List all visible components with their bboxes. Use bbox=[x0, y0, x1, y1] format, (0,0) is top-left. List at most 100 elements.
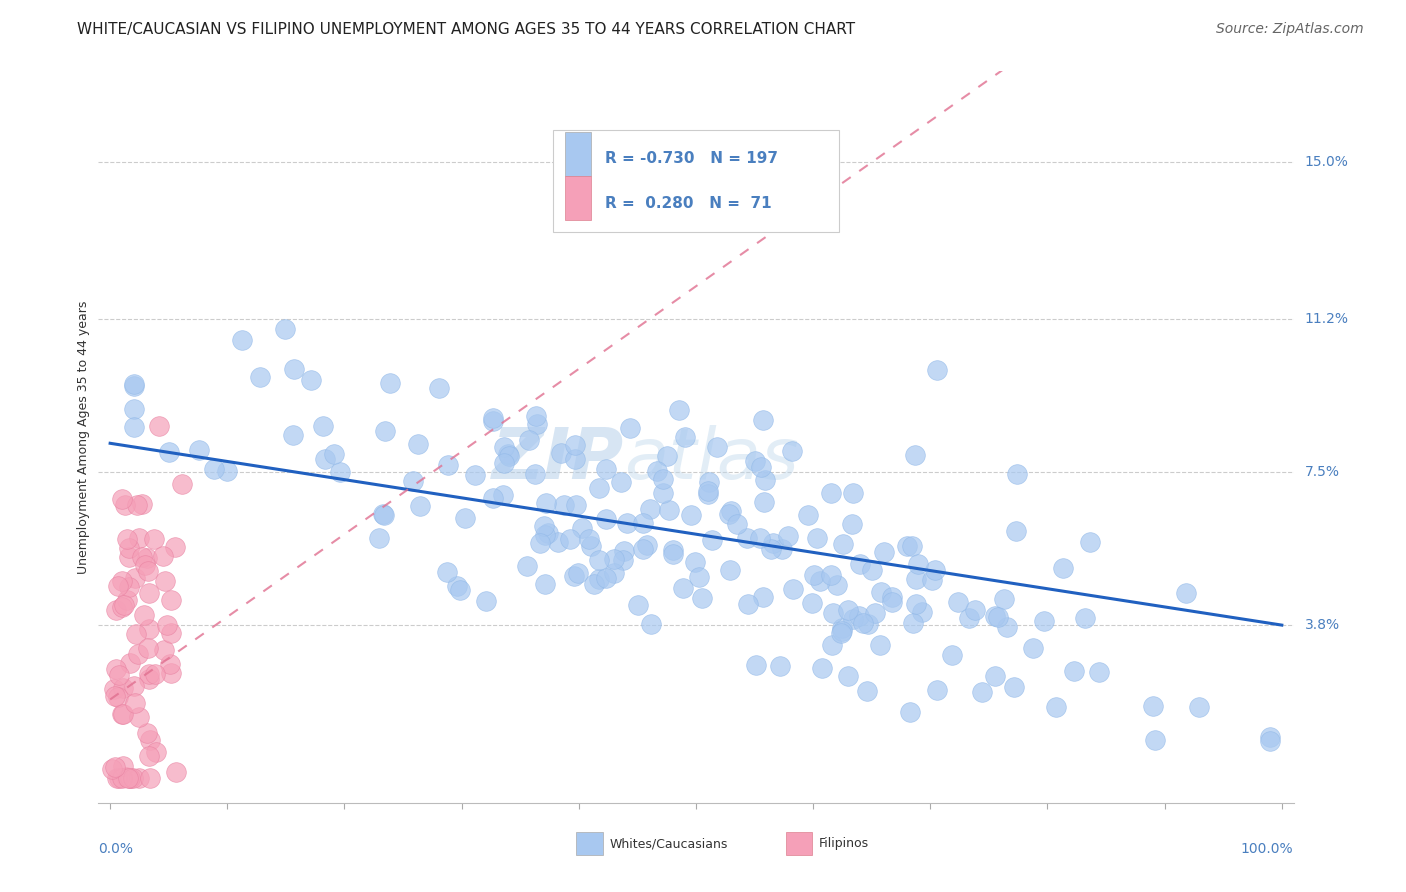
Point bbox=[633, 516, 655, 530]
Point bbox=[697, 484, 720, 499]
Point bbox=[820, 485, 842, 500]
Point bbox=[588, 482, 610, 496]
Point bbox=[374, 425, 396, 439]
Bar bbox=[565, 132, 591, 176]
Point bbox=[134, 558, 156, 572]
Point bbox=[652, 486, 675, 500]
Point bbox=[112, 599, 135, 613]
Point bbox=[725, 516, 748, 531]
Point bbox=[446, 579, 468, 593]
Point bbox=[537, 526, 560, 541]
Point bbox=[896, 539, 918, 553]
Point bbox=[907, 557, 929, 571]
Point bbox=[157, 445, 180, 459]
Point bbox=[107, 690, 129, 704]
Point bbox=[111, 771, 134, 785]
Point bbox=[373, 508, 395, 522]
Point bbox=[683, 555, 706, 569]
Point bbox=[1078, 534, 1101, 549]
Point bbox=[153, 574, 176, 588]
Point bbox=[159, 657, 181, 672]
Point bbox=[806, 531, 828, 545]
Point bbox=[111, 707, 134, 722]
Point bbox=[655, 449, 678, 463]
Point bbox=[464, 468, 486, 483]
Point bbox=[281, 427, 304, 442]
Point bbox=[474, 594, 496, 608]
Point bbox=[752, 591, 775, 605]
Point bbox=[118, 541, 141, 555]
Point bbox=[825, 578, 848, 592]
Point bbox=[1005, 467, 1028, 481]
Point bbox=[946, 595, 969, 609]
Bar bbox=[565, 176, 591, 220]
Point bbox=[849, 557, 872, 571]
Point bbox=[595, 570, 617, 584]
Point bbox=[1258, 734, 1281, 748]
Point bbox=[105, 771, 128, 785]
Point bbox=[122, 379, 145, 393]
Point bbox=[547, 534, 569, 549]
Point bbox=[997, 620, 1019, 634]
Point bbox=[152, 549, 174, 563]
Point bbox=[125, 627, 148, 641]
Point bbox=[1032, 614, 1054, 628]
Point bbox=[136, 725, 159, 739]
Point bbox=[842, 612, 865, 626]
Point bbox=[571, 521, 593, 535]
Point bbox=[1088, 665, 1111, 680]
Point bbox=[837, 603, 859, 617]
Point bbox=[801, 596, 824, 610]
Point bbox=[110, 599, 132, 614]
Point bbox=[122, 402, 145, 417]
Point bbox=[984, 609, 1007, 624]
Point bbox=[367, 531, 389, 545]
Point bbox=[492, 488, 515, 502]
Point bbox=[921, 573, 943, 587]
Point bbox=[842, 486, 865, 500]
Point bbox=[841, 517, 863, 532]
Point bbox=[138, 586, 160, 600]
Point bbox=[612, 553, 634, 567]
Point bbox=[534, 496, 557, 510]
Point bbox=[299, 373, 322, 387]
Point bbox=[564, 498, 586, 512]
Point bbox=[128, 531, 150, 545]
Point bbox=[673, 430, 696, 444]
Point bbox=[131, 497, 153, 511]
Point bbox=[1002, 680, 1025, 694]
Point bbox=[103, 682, 125, 697]
Point bbox=[124, 571, 146, 585]
Point bbox=[852, 615, 875, 630]
Point bbox=[668, 402, 690, 417]
Point bbox=[832, 537, 855, 551]
Point bbox=[139, 771, 162, 785]
Point bbox=[373, 507, 395, 521]
Point bbox=[1174, 586, 1197, 600]
Point bbox=[564, 438, 586, 452]
Point bbox=[160, 626, 183, 640]
Point bbox=[114, 499, 136, 513]
Point bbox=[595, 512, 617, 526]
Point bbox=[744, 657, 766, 672]
Point bbox=[636, 538, 658, 552]
Point bbox=[744, 453, 766, 467]
Point bbox=[494, 440, 516, 454]
Point bbox=[578, 532, 600, 546]
Text: R = -0.730   N = 197: R = -0.730 N = 197 bbox=[605, 151, 778, 166]
Point bbox=[652, 472, 675, 486]
Point bbox=[562, 568, 585, 582]
Point bbox=[482, 411, 505, 425]
Point bbox=[856, 684, 879, 698]
Point bbox=[139, 733, 162, 747]
Point bbox=[595, 461, 617, 475]
Text: Source: ZipAtlas.com: Source: ZipAtlas.com bbox=[1216, 22, 1364, 37]
Point bbox=[820, 567, 842, 582]
Point bbox=[588, 572, 610, 586]
Point bbox=[402, 475, 425, 489]
Point bbox=[134, 608, 156, 623]
Point bbox=[610, 475, 633, 489]
Point bbox=[690, 591, 713, 606]
Point bbox=[927, 683, 949, 698]
Point bbox=[1144, 732, 1167, 747]
